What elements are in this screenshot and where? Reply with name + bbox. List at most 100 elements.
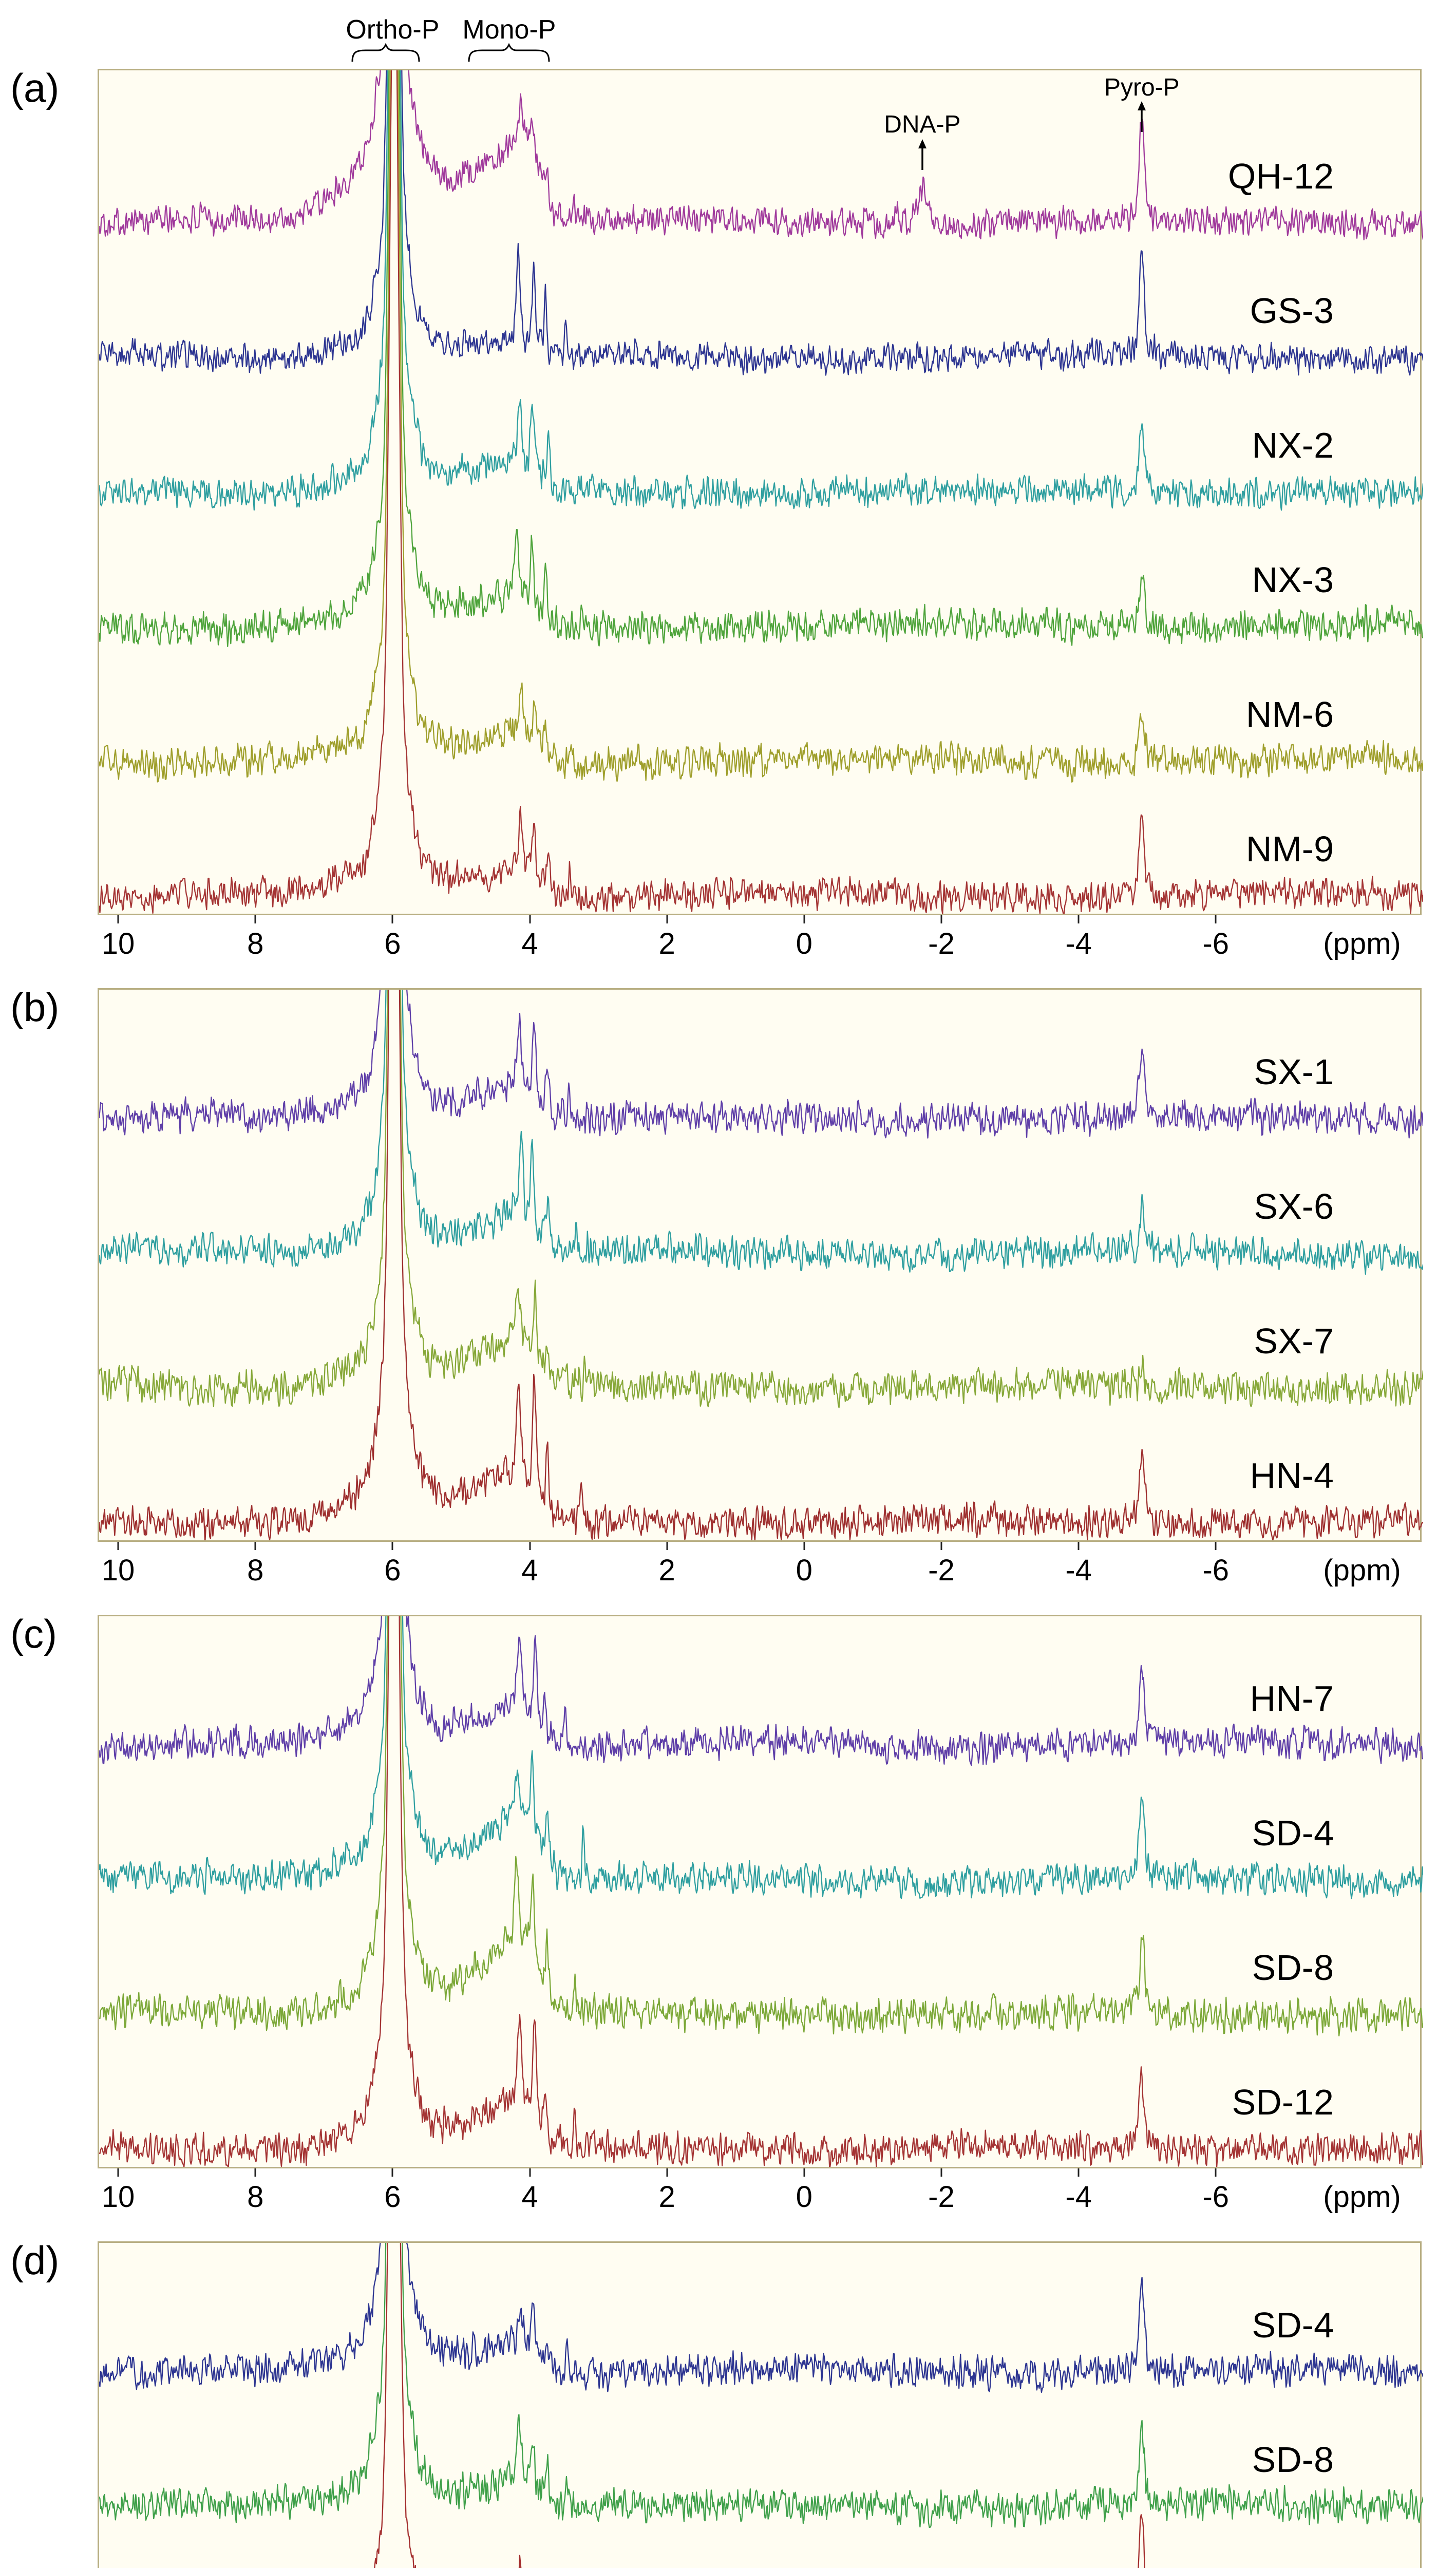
x-tick-label: 8 [247,2180,264,2214]
nmr-trace-QH-12 [99,70,1423,240]
nmr-trace-NM-6 [99,70,1423,783]
x-tick [940,915,942,923]
nmr-trace-HN-4 [99,990,1423,1540]
x-tick-label: -4 [1065,2180,1092,2214]
x-tick-label: -2 [928,2180,955,2214]
spectra-plot-c [99,1616,1423,2167]
x-tick-label: 8 [247,927,264,960]
panel-b: (b) SX-1 SX-6 SX-7 HN-4 10 8 6 4 2 0 -2 -4 -6 (ppm) [10,985,1423,1591]
panel-a: (a) DNA-P Pyro-P QH-12 GS-3 NX-2 NX-3 NM-6 NM… [10,65,1423,965]
x-tick [1077,2168,1080,2177]
panel-label-a: (a) [10,65,60,110]
x-tick [391,915,393,923]
x-tick [117,915,119,923]
x-tick-label: -6 [1202,1554,1230,1587]
x-tick-label: 2 [658,1554,675,1587]
top-annotations: Ortho-P Mono-P [98,11,1422,69]
mono-p-label: Mono-P [462,15,556,45]
plot-area-b: SX-1 SX-6 SX-7 HN-4 [98,988,1423,1542]
panel-label-d: (d) [10,2238,60,2283]
nmr-trace-NX-3 [99,70,1423,647]
ppm-unit-label: (ppm) [1323,2180,1401,2214]
x-tick [529,1542,531,1550]
x-tick [803,915,805,923]
x-tick-label: 10 [101,927,135,960]
nmr-trace-SX-1 [99,990,1423,1139]
x-tick [1077,1542,1080,1550]
x-tick-label: 4 [521,1554,538,1587]
x-tick-label: 10 [101,1554,135,1587]
x-tick [940,2168,942,2177]
nmr-trace-SD-12 [374,2243,1145,2568]
x-tick-label: 2 [658,927,675,960]
x-tick [529,915,531,923]
x-tick-label: 10 [101,2180,135,2214]
x-tick [1215,915,1217,923]
x-tick-label: -2 [928,1554,955,1587]
panel-label-c: (c) [10,1611,57,1656]
nmr-trace-NX-2 [99,70,1423,511]
ppm-unit-label: (ppm) [1323,1554,1401,1587]
brace-path [351,43,420,62]
nmr-trace-SD-8 [99,2243,1423,2528]
x-tick-label: -6 [1202,2180,1230,2214]
x-tick [940,1542,942,1550]
plot-area-c: HN-7 SD-4 SD-8 SD-12 [98,1615,1423,2168]
x-axis-b: 10 8 6 4 2 0 -2 -4 -6 (ppm) [98,1542,1422,1591]
nmr-trace-GS-3 [99,70,1423,376]
x-tick-label: -2 [928,927,955,960]
x-tick-label: 6 [384,927,401,960]
x-axis-a: 10 8 6 4 2 0 -2 -4 -6 (ppm) [98,915,1422,965]
x-tick [803,1542,805,1550]
nmr-trace-SX-7 [99,990,1423,1408]
ortho-p-brace-icon [351,43,420,62]
spectra-plot-d [99,2243,1423,2568]
x-tick [391,1542,393,1550]
ortho-p-label: Ortho-P [346,15,440,45]
x-tick [666,1542,668,1550]
x-tick-label: 0 [796,927,812,960]
x-tick-label: 4 [521,2180,538,2214]
spectra-plot-b [99,990,1423,1540]
x-tick [254,1542,256,1550]
spectra-plot-a [99,70,1423,914]
x-tick [1215,2168,1217,2177]
x-tick-label: -4 [1065,1554,1092,1587]
x-tick [803,2168,805,2177]
nmr-trace-HN-7 [99,1616,1423,1766]
panel-label-b: (b) [10,985,60,1030]
nmr-trace-SD-8 [99,1616,1423,2036]
x-tick-label: 8 [247,1554,264,1587]
x-tick-label: 0 [796,1554,812,1587]
x-tick [1215,1542,1217,1550]
nmr-trace-SX-6 [99,990,1423,1275]
x-tick [529,2168,531,2177]
x-tick-label: 4 [521,927,538,960]
x-tick-label: -6 [1202,927,1230,960]
brace-path [468,43,550,62]
panel-c: (c) HN-7 SD-4 SD-8 SD-12 10 8 6 4 2 0 -2 -4 -6 (ppm) [10,1611,1423,2218]
ppm-unit-label: (ppm) [1323,927,1401,960]
x-tick [391,2168,393,2177]
nmr-trace-SD-12 [99,1616,1423,2167]
x-tick [666,915,668,923]
nmr-trace-SD-4 [99,1616,1423,1899]
x-tick-label: 0 [796,2180,812,2214]
x-tick-label: 2 [658,2180,675,2214]
x-tick-label: 6 [384,2180,401,2214]
x-axis-c: 10 8 6 4 2 0 -2 -4 -6 (ppm) [98,2168,1422,2218]
x-tick [1077,915,1080,923]
x-tick [117,2168,119,2177]
plot-area-a: DNA-P Pyro-P QH-12 GS-3 NX-2 NX-3 NM-6 NM-9 [98,69,1423,915]
nmr-trace-SD-4 [99,2243,1423,2393]
x-tick-label: 6 [384,1554,401,1587]
x-tick [254,2168,256,2177]
nmr-trace-NM-9 [99,70,1423,914]
x-tick [254,915,256,923]
x-tick-label: -4 [1065,927,1092,960]
x-tick [666,2168,668,2177]
plot-area-d: SD-4SD-8SD-12 [98,2241,1423,2568]
